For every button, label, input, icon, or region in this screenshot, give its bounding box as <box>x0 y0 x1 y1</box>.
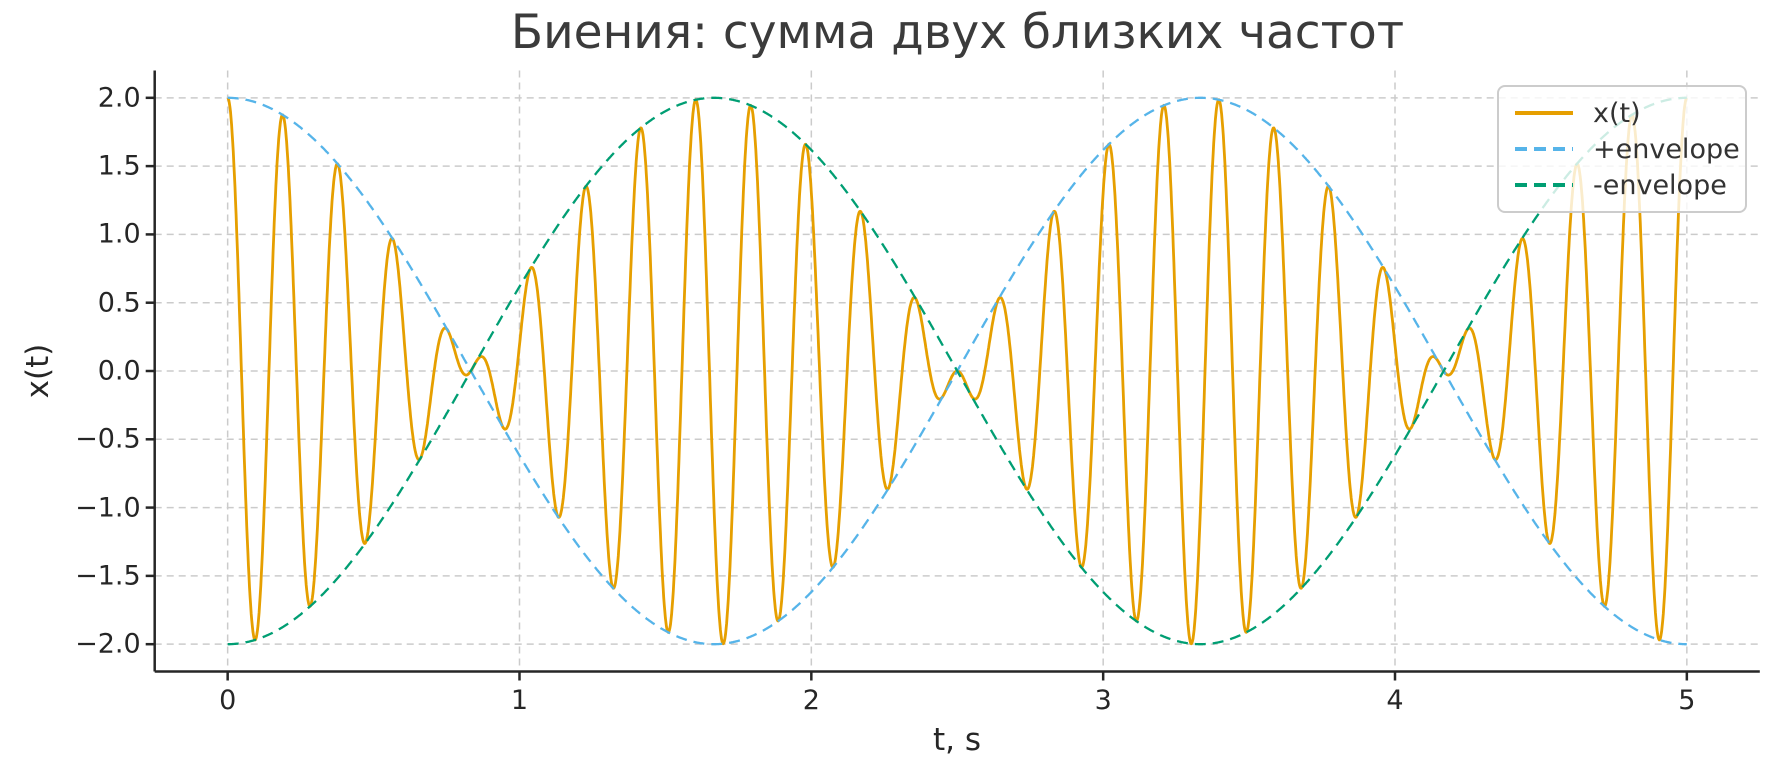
y-tick-label: −2.0 <box>75 628 141 660</box>
legend-item: -envelope <box>1515 172 1729 199</box>
y-tick-label: −1.5 <box>75 560 141 592</box>
legend-label: x(t) <box>1593 97 1641 129</box>
legend: x(t) +envelope -envelope <box>1497 85 1747 213</box>
legend-line-sample-upper-envelope <box>1515 147 1573 151</box>
legend-label: -envelope <box>1593 169 1727 201</box>
y-tick-label: 2.0 <box>97 82 141 114</box>
chart-title: Биения: сумма двух близких частот <box>510 5 1405 60</box>
x-tick-label: 4 <box>1386 684 1404 716</box>
y-tick-label: 1.0 <box>97 218 141 250</box>
legend-line-sample-signal <box>1515 111 1573 115</box>
y-axis-label: x(t) <box>20 343 56 399</box>
legend-item: +envelope <box>1515 136 1740 163</box>
series--envelope-line <box>227 96 1688 646</box>
y-tick-label: 1.5 <box>97 150 141 182</box>
legend-label: +envelope <box>1593 133 1740 165</box>
x-tick-label: 1 <box>510 684 529 716</box>
legend-line-sample-lower-envelope <box>1515 183 1573 187</box>
y-tick-label: −1.0 <box>75 492 141 524</box>
x-tick-label: 2 <box>802 684 820 716</box>
x-tick-label: 0 <box>219 684 237 716</box>
x-tick-label: 5 <box>1678 684 1696 716</box>
y-tick-label: 0.0 <box>97 355 141 387</box>
x-axis-label: t, s <box>932 722 982 758</box>
y-tick-label: −0.5 <box>75 423 141 455</box>
y-tick-label: 0.5 <box>97 287 141 319</box>
legend-item: x(t) <box>1515 100 1729 127</box>
x-tick-label: 3 <box>1094 684 1112 716</box>
